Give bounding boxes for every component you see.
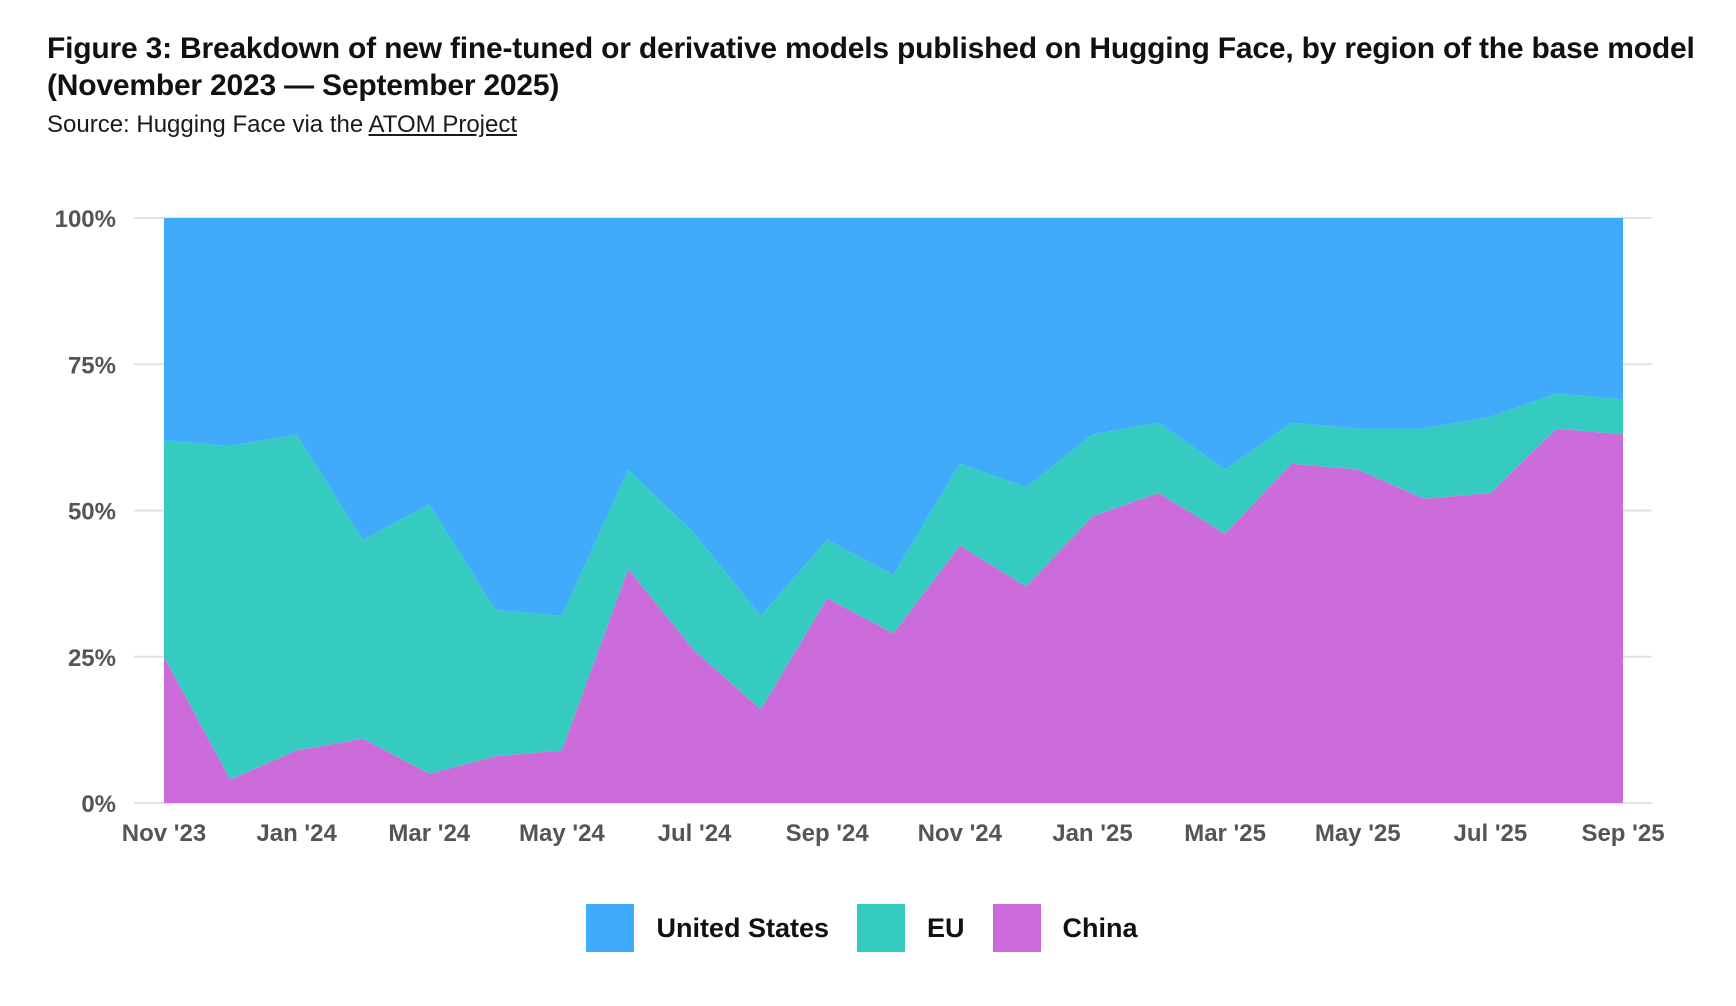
x-axis-ticks: Nov '23 Jan '24 Mar '24 May '24 Jul '24 Sep '…: [122, 820, 1665, 847]
area-series: [164, 218, 1623, 803]
x-tick-label: May '24: [519, 820, 605, 847]
chart-title: Figure 3: Breakdown of new fine-tuned or…: [47, 32, 1695, 102]
area-united-states: [164, 218, 1623, 616]
x-tick-label: Sep '25: [1581, 820, 1664, 847]
x-tick-label: Nov '24: [918, 820, 1003, 847]
x-tick-label: Jan '24: [256, 820, 337, 847]
y-tick-label: 100%: [55, 206, 116, 233]
legend-item-united-states: United States: [586, 904, 841, 952]
source-link[interactable]: ATOM Project: [368, 111, 518, 138]
legend-swatch: [992, 904, 1041, 952]
source-prefix: Source: Hugging Face via the: [47, 111, 369, 138]
x-tick-label: Mar '25: [1184, 820, 1266, 847]
y-axis-ticks: 0% 25% 50% 75% 100%: [55, 206, 116, 818]
x-tick-label: Nov '23: [122, 820, 206, 847]
chart-legend: United States EU China: [0, 904, 1736, 952]
x-tick-label: Jul '25: [1453, 820, 1527, 847]
legend-label: United States: [656, 912, 829, 943]
legend-swatch: [857, 904, 905, 952]
legend-item-china: China: [992, 904, 1150, 952]
legend-label: EU: [927, 912, 965, 943]
legend-item-eu: EU: [857, 904, 977, 952]
y-tick-label: 75%: [68, 352, 116, 379]
chart-source: Source: Hugging Face via the ATOM Projec…: [47, 110, 1707, 140]
x-tick-label: Jul '24: [658, 820, 732, 847]
legend-swatch: [586, 904, 635, 952]
legend-label: China: [1062, 912, 1138, 943]
area-china: [164, 428, 1623, 803]
y-tick-label: 50%: [68, 499, 116, 526]
x-tick-label: Mar '24: [388, 820, 470, 847]
x-tick-label: May '25: [1315, 820, 1401, 847]
y-tick-label: 25%: [68, 645, 116, 672]
x-tick-label: Sep '24: [786, 820, 870, 847]
area-eu: [164, 393, 1623, 780]
y-tick-label: 0%: [81, 791, 116, 818]
chart-header: Figure 3: Breakdown of new fine-tuned or…: [47, 30, 1707, 140]
x-tick-label: Jan '25: [1052, 820, 1132, 847]
